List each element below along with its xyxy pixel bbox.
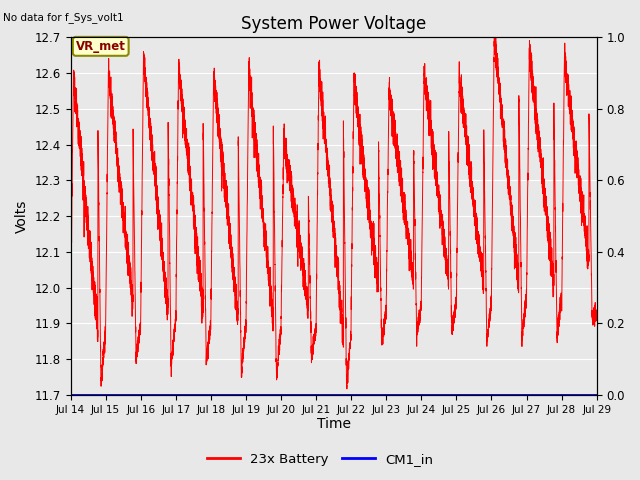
Text: No data for f_Sys_volt1: No data for f_Sys_volt1 [3, 12, 124, 23]
Line: 23x Battery: 23x Battery [70, 37, 596, 389]
23x Battery [93, 309, 101, 315]
CM1_in [485, 392, 493, 398]
CM1_in [593, 392, 600, 398]
Y-axis label: Volts: Volts [15, 199, 29, 233]
23x Battery [257, 196, 265, 202]
CM1_in [457, 392, 465, 398]
23x Battery [490, 35, 498, 40]
23x Battery [67, 328, 74, 334]
CM1_in [67, 392, 74, 398]
23x Battery [401, 209, 409, 215]
Title: System Power Voltage: System Power Voltage [241, 15, 426, 33]
CM1_in [401, 392, 408, 398]
CM1_in [378, 392, 386, 398]
23x Battery [485, 322, 493, 328]
23x Battery [378, 339, 386, 345]
CM1_in [93, 392, 101, 398]
Text: VR_met: VR_met [76, 40, 125, 53]
X-axis label: Time: Time [317, 418, 351, 432]
23x Battery [593, 311, 600, 317]
CM1_in [257, 392, 265, 398]
23x Battery [343, 386, 351, 392]
Legend: 23x Battery, CM1_in: 23x Battery, CM1_in [202, 447, 438, 471]
23x Battery [457, 80, 465, 85]
